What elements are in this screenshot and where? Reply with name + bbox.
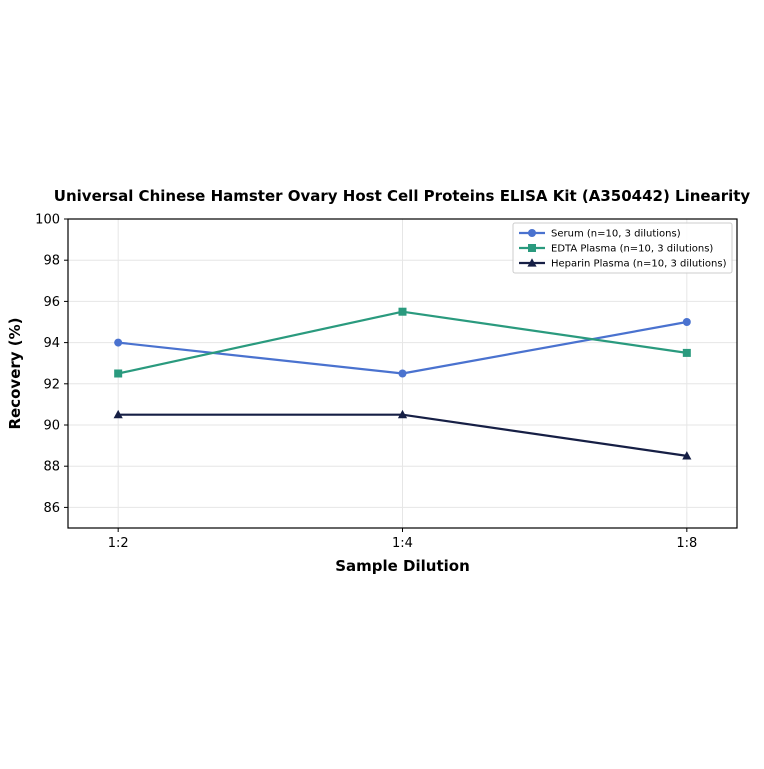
legend-box [512,222,733,274]
data-point [114,338,123,347]
data-point [113,409,123,419]
data-point [682,348,691,357]
y-tick-label: 86 [43,501,60,516]
legend-item: Heparin Plasma (n=10, 3 dilutions) [519,258,727,270]
chart-title: Universal Chinese Hamster Ovary Host Cel… [54,187,751,205]
data-point [114,369,123,378]
y-tick-label: 92 [43,377,60,392]
legend-marker [527,258,537,267]
legend-item: EDTA Plasma (n=10, 3 dilutions) [519,244,713,255]
series-2 [114,307,691,378]
y-tick-label: 96 [43,295,60,310]
data-point [682,451,692,460]
legend-marker [528,229,536,237]
axis-ticks: 86 88 90 92 94 96 98 100 1:2 1:4 1:8 [35,213,697,552]
y-tick-label: 88 [43,460,60,475]
legend: Serum (n=10, 3 dilutions) EDTA Plasma (n=… [512,222,733,274]
data-point [398,369,407,378]
legend-marker [528,244,536,252]
data-point [397,409,408,419]
y-tick-label: 94 [43,336,60,351]
y-tick-label: 90 [43,419,60,434]
data-point [682,318,691,326]
legend-label: Heparin Plasma (n=10, 3 dilutions) [551,259,727,270]
x-tick-label: 1:8 [676,536,697,551]
series-layer [113,307,692,460]
legend-label: EDTA Plasma (n=10, 3 dilutions) [551,244,713,255]
data-point [398,307,407,316]
series-3 [113,409,692,460]
legend-item: Serum (n=10, 3 dilutions) [519,229,681,240]
x-tick-label: 1:2 [108,536,129,551]
y-axis-label: Recovery (%) [6,317,24,429]
y-tick-label: 98 [43,254,60,269]
x-axis-label: Sample Dilution [335,557,470,575]
legend-label: Serum (n=10, 3 dilutions) [551,229,681,240]
x-tick-label: 1:4 [392,536,413,551]
y-tick-label: 100 [35,213,60,228]
